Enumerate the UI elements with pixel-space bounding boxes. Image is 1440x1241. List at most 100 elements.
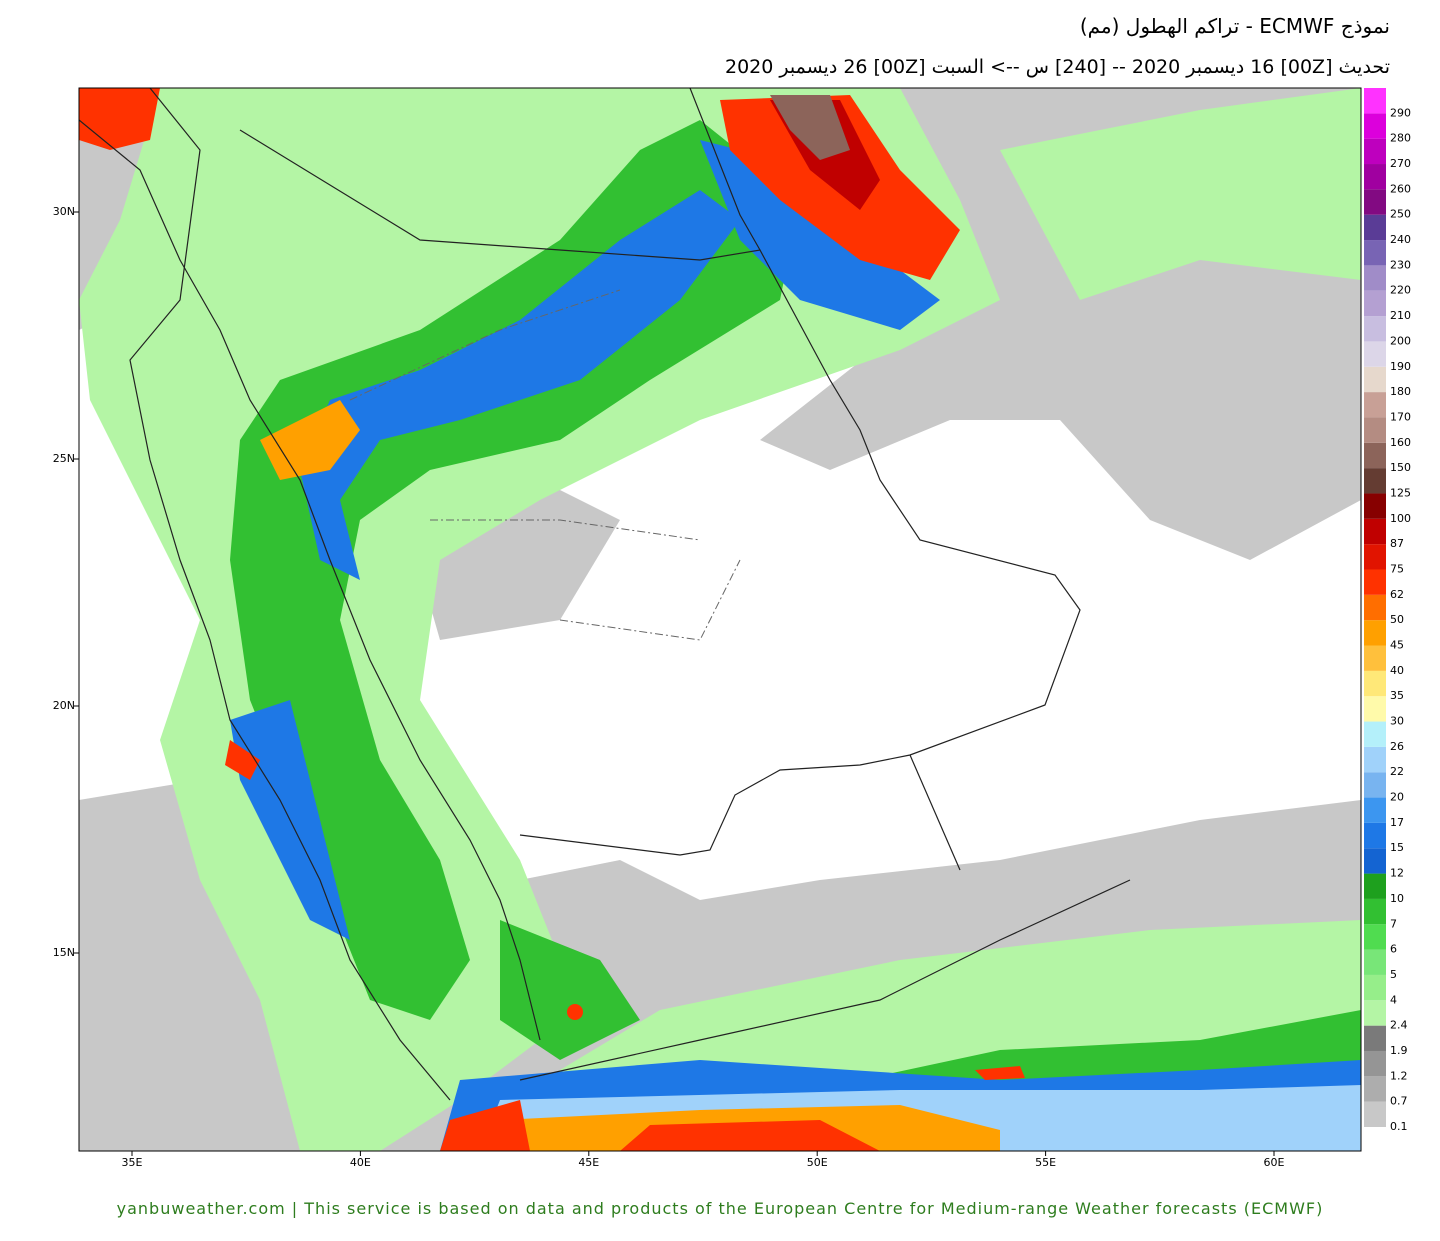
colorbar-label: 2.4 — [1390, 1019, 1408, 1032]
colorbar-swatch — [1364, 442, 1386, 469]
colorbar-swatch — [1364, 113, 1386, 139]
lon-label: 35E — [122, 1156, 143, 1169]
lon-label: 50E — [807, 1156, 828, 1169]
colorbar-label: 50 — [1390, 613, 1404, 626]
colorbar-label: 30 — [1390, 715, 1404, 728]
colorbar-label: 17 — [1390, 816, 1404, 829]
colorbar-swatch — [1364, 1076, 1386, 1102]
colorbar-swatch — [1364, 594, 1386, 621]
axis-labels: 35E 40E 45E 50E 55E 60E 30N 25N 20N 15N — [53, 205, 1285, 1169]
footer: yanbuweather.com | This service is based… — [116, 1199, 1324, 1218]
colorbar-label: 190 — [1390, 360, 1411, 373]
colorbar-swatch — [1364, 797, 1386, 823]
colorbar-swatch — [1364, 468, 1386, 494]
colorbar-label: 230 — [1390, 258, 1411, 271]
colorbar-swatch — [1364, 949, 1386, 975]
colorbar-swatch — [1364, 88, 1386, 114]
lon-label: 55E — [1035, 1156, 1056, 1169]
colorbar-swatch — [1364, 290, 1386, 317]
colorbar-label: 1.9 — [1390, 1044, 1408, 1057]
colorbar-label: 260 — [1390, 182, 1411, 195]
colorbar-label: 0.7 — [1390, 1095, 1408, 1108]
colorbar-label: 180 — [1390, 385, 1411, 398]
colorbar-label: 40 — [1390, 664, 1404, 677]
colorbar-swatch — [1364, 772, 1386, 798]
precip-field — [79, 88, 1361, 1151]
colorbar-swatch — [1364, 924, 1386, 950]
colorbar-swatch — [1364, 1025, 1386, 1051]
colorbar-swatch — [1364, 696, 1386, 722]
map-frame — [78, 87, 1362, 1152]
colorbar-label: 150 — [1390, 461, 1411, 474]
colorbar-label: 280 — [1390, 132, 1411, 145]
colorbar-swatch — [1364, 746, 1386, 773]
colorbar-swatch — [1364, 417, 1386, 443]
lat-label: 20N — [53, 699, 75, 712]
colorbar-swatch — [1364, 670, 1386, 697]
colorbar-swatch — [1364, 518, 1386, 545]
colorbar-label: 210 — [1390, 309, 1411, 322]
colorbar-swatch — [1364, 1000, 1386, 1026]
lat-label: 30N — [53, 205, 75, 218]
colorbar-swatch — [1364, 544, 1386, 570]
colorbar-label: 12 — [1390, 867, 1404, 880]
colorbar-swatch — [1364, 392, 1386, 418]
colorbar-label: 62 — [1390, 588, 1404, 601]
colorbar-label: 20 — [1390, 791, 1404, 804]
lat-label: 25N — [53, 452, 75, 465]
colorbar-label: 240 — [1390, 233, 1411, 246]
colorbar-label: 15 — [1390, 841, 1404, 854]
colorbar-label: 290 — [1390, 106, 1411, 119]
colorbar-label: 220 — [1390, 284, 1411, 297]
colorbar-swatch — [1364, 721, 1386, 747]
map-title: نموذج ECMWF - تراكم الهطول (مم) — [1079, 14, 1390, 38]
colorbar-label: 10 — [1390, 892, 1404, 905]
colorbar-swatch — [1364, 493, 1386, 519]
colorbar-label: 170 — [1390, 410, 1411, 423]
colorbar: 0.10.71.21.92.44567101215172022263035404… — [1364, 88, 1411, 1133]
colorbar-swatch — [1364, 645, 1386, 671]
colorbar-swatch — [1364, 974, 1386, 1001]
colorbar-label: 87 — [1390, 537, 1404, 550]
colorbar-swatch — [1364, 620, 1386, 646]
colorbar-swatch — [1364, 164, 1386, 190]
colorbar-swatch — [1364, 1050, 1386, 1077]
colorbar-swatch — [1364, 366, 1386, 393]
lon-label: 40E — [350, 1156, 371, 1169]
colorbar-label: 22 — [1390, 765, 1404, 778]
colorbar-swatch — [1364, 569, 1386, 595]
colorbar-label: 35 — [1390, 689, 1404, 702]
map-subtitle: تحديث [00Z] 16 ديسمبر 2020 -- [240] س --… — [724, 56, 1390, 78]
colorbar-swatch — [1364, 873, 1386, 899]
colorbar-label: 26 — [1390, 740, 1404, 753]
colorbar-label: 6 — [1390, 943, 1397, 956]
colorbar-swatch — [1364, 1101, 1386, 1127]
colorbar-label: 125 — [1390, 486, 1411, 499]
colorbar-swatch — [1364, 189, 1386, 215]
colorbar-label: 45 — [1390, 639, 1404, 652]
colorbar-swatch — [1364, 848, 1386, 874]
colorbar-swatch — [1364, 214, 1386, 241]
colorbar-swatch — [1364, 898, 1386, 925]
colorbar-label: 1.2 — [1390, 1069, 1408, 1082]
colorbar-label: 200 — [1390, 334, 1411, 347]
colorbar-label: 160 — [1390, 436, 1411, 449]
colorbar-label: 5 — [1390, 968, 1397, 981]
colorbar-swatch — [1364, 138, 1386, 165]
colorbar-label: 7 — [1390, 917, 1397, 930]
colorbar-label: 0.1 — [1390, 1120, 1408, 1133]
colorbar-swatch — [1364, 240, 1386, 266]
lon-label: 60E — [1264, 1156, 1285, 1169]
colorbar-swatch — [1364, 341, 1386, 367]
colorbar-label: 100 — [1390, 512, 1411, 525]
colorbar-label: 250 — [1390, 208, 1411, 221]
colorbar-label: 4 — [1390, 993, 1397, 1006]
colorbar-label: 270 — [1390, 157, 1411, 170]
lat-label: 15N — [53, 946, 75, 959]
colorbar-label: 75 — [1390, 562, 1404, 575]
colorbar-swatch — [1364, 265, 1386, 291]
colorbar-swatch — [1364, 822, 1386, 849]
lon-label: 45E — [578, 1156, 599, 1169]
